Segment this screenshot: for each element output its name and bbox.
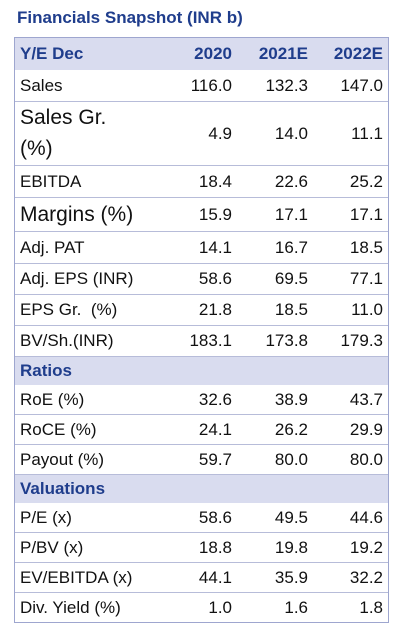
row-value-2022e: 80.0 [349,449,383,469]
table-row-ebitda: EBITDA 18.4 22.6 25.2 [14,166,389,198]
row-label: Sales Gr. (%) [20,106,107,160]
row-value-2020: 21.8 [198,300,232,319]
row-value-2020: 58.6 [198,507,232,527]
header-year-label: Y/E Dec [20,43,84,63]
row-label: P/E (x) [20,507,72,527]
row-value-2022e: 1.8 [359,598,383,617]
row-value-2020: 183.1 [189,331,232,350]
table-row-eps-growth: EPS Gr. (%) 21.8 18.5 11.0 [14,295,389,326]
row-label: Div. Yield (%) [20,598,121,617]
table-row-sales-growth: Sales Gr. (%) 4.9 14.0 11.1 [14,102,389,166]
row-value-2022e: 43.7 [349,389,383,409]
row-value-2020: 44.1 [198,567,232,587]
row-label: RoE (%) [20,389,85,409]
table-row-roe: RoE (%) 32.6 38.9 43.7 [14,385,389,415]
row-value-2021e: 14.0 [274,123,308,143]
row-value-2021e: 16.7 [274,237,308,257]
header-col-2021e: 2021E [258,43,308,63]
row-value-2020: 32.6 [198,389,232,409]
header-col-2020: 2020 [194,43,232,63]
row-value-2020: 116.0 [190,75,232,95]
table-row-adj-pat: Adj. PAT 14.1 16.7 18.5 [14,232,389,264]
row-label: EPS Gr. (%) [20,300,118,319]
row-value-2022e: 19.2 [349,537,383,557]
row-value-2022e: 179.3 [340,331,383,350]
row-value-2022e: 44.6 [349,507,383,527]
row-value-2021e: 17.1 [274,204,308,224]
section-header-valuations: Valuations [14,475,389,503]
row-value-2020: 4.9 [208,123,232,143]
row-value-2021e: 26.2 [274,419,308,439]
row-value-2020: 18.8 [198,537,232,557]
row-value-2022e: 147.0 [340,75,383,95]
section-header-ratios: Ratios [14,357,389,385]
row-value-2021e: 69.5 [274,269,308,288]
row-value-2022e: 17.1 [349,204,383,224]
row-value-2021e: 35.9 [274,567,308,587]
table-row-div-yield: Div. Yield (%) 1.0 1.6 1.8 [14,593,389,623]
row-value-2021e: 38.9 [274,389,308,409]
row-value-2020: 1.0 [208,598,232,617]
row-label: Adj. PAT [20,237,85,257]
row-value-2022e: 11.0 [351,300,383,319]
row-value-2021e: 19.8 [274,537,308,557]
header-col-2022e: 2022E [333,43,383,63]
row-value-2022e: 11.1 [351,123,383,143]
row-label: P/BV (x) [20,537,84,557]
table-row-pbv: P/BV (x) 18.8 19.8 19.2 [14,533,389,563]
row-value-2020: 18.4 [198,171,232,191]
table-row-payout: Payout (%) 59.7 80.0 80.0 [14,445,389,475]
row-label: BV/Sh.(INR) [20,331,114,350]
row-value-2021e: 49.5 [274,507,308,527]
row-label: Adj. EPS (INR) [20,269,134,288]
row-value-2021e: 1.6 [284,598,308,617]
row-value-2022e: 32.2 [349,567,383,587]
section-label: Ratios [20,361,72,380]
row-value-2020: 24.1 [198,419,232,439]
row-label: EV/EBITDA (x) [20,567,133,587]
row-value-2020: 59.7 [198,449,232,469]
table-row-roce: RoCE (%) 24.1 26.2 29.9 [14,415,389,445]
row-value-2021e: 18.5 [274,300,308,319]
row-value-2020: 15.9 [198,204,232,224]
row-label: EBITDA [20,171,82,191]
row-value-2021e: 80.0 [274,449,308,469]
row-value-2021e: 22.6 [274,171,308,191]
row-value-2021e: 132.3 [265,75,308,95]
row-label: RoCE (%) [20,419,97,439]
row-value-2022e: 25.2 [349,171,383,191]
row-label: Sales [20,75,63,95]
table-row-ev-ebitda: EV/EBITDA (x) 44.1 35.9 32.2 [14,563,389,593]
table-row-pe: P/E (x) 58.6 49.5 44.6 [14,503,389,533]
row-label: Payout (%) [20,449,105,469]
table-header-row: Y/E Dec 2020 2021E 2022E [14,37,389,70]
row-label: Margins (%) [20,202,134,226]
row-value-2020: 14.1 [198,237,232,257]
row-value-2021e: 173.8 [265,331,308,350]
row-value-2022e: 77.1 [349,269,383,288]
table-row-sales: Sales 116.0 132.3 147.0 [14,70,389,102]
row-value-2022e: 29.9 [349,419,383,439]
table-title: Financials Snapshot (INR b) [17,8,243,27]
table-row-adj-eps: Adj. EPS (INR) 58.6 69.5 77.1 [14,264,389,295]
row-value-2022e: 18.5 [349,237,383,257]
section-label: Valuations [20,479,106,498]
table-row-margins: Margins (%) 15.9 17.1 17.1 [14,198,389,232]
row-value-2020: 58.6 [198,269,232,288]
table-row-bv-per-share: BV/Sh.(INR) 183.1 173.8 179.3 [14,326,389,357]
